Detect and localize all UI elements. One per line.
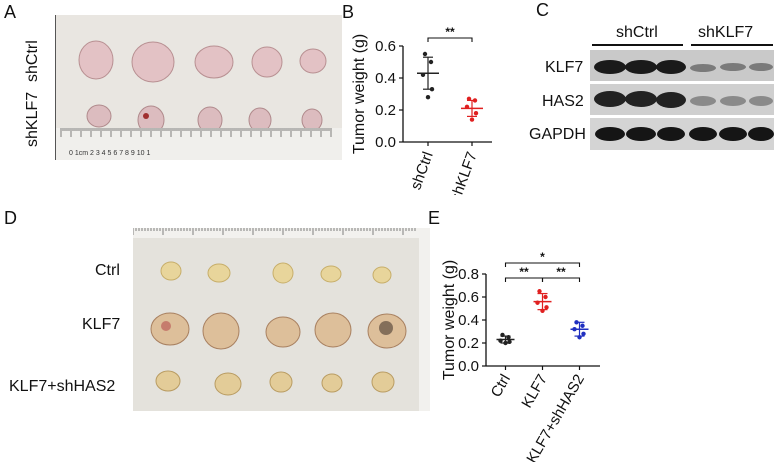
y-axis-label: Tumor weight (g) [441, 260, 458, 380]
panel-a-row-label-shctrl: shCtrl [24, 40, 41, 82]
y-tick-label: 0.4 [375, 70, 396, 87]
panel-letter-d: D [4, 208, 17, 228]
panel-d-row-label-klf7-shhas2: KLF7+shHAS2 [9, 378, 116, 395]
data-point [537, 289, 542, 294]
data-point [498, 338, 503, 343]
panel-c-band-label-has2: HAS2 [542, 93, 584, 110]
data-point [466, 96, 472, 102]
panel-letter-e: E [428, 208, 441, 228]
data-point [580, 323, 585, 328]
y-tick-label: 0.0 [375, 134, 396, 151]
data-point [473, 111, 479, 116]
data-point [428, 59, 434, 65]
data-point [540, 308, 545, 313]
data-point [574, 320, 579, 325]
data-point [472, 98, 478, 103]
x-tick-label: shKLF7 [447, 150, 481, 195]
y-tick-label: 0.6 [375, 38, 396, 55]
y-tick-label: 0.2 [375, 102, 396, 119]
panel-c-group-label-shctrl: shCtrl [616, 24, 658, 41]
data-point [506, 335, 511, 340]
x-tick-label: shCtrl [407, 150, 436, 193]
panel-a-ruler-text: 0 1cm 2 3 4 5 6 7 8 9 10 1 [69, 150, 150, 157]
panel-c-group-line-shctrl [592, 44, 683, 46]
data-point [425, 95, 431, 100]
significance-label: ** [519, 265, 529, 279]
data-point [503, 340, 508, 346]
panel-a-row-label-shklf7: shKLF7 [24, 91, 41, 147]
data-point [535, 300, 540, 305]
panel-a-tumor-photo: 0 1cm 2 3 4 5 6 7 8 9 10 1 [55, 15, 342, 160]
data-point [544, 305, 549, 310]
panel-d-tumor-photo [133, 228, 430, 411]
data-point [420, 72, 426, 77]
panel-c-group-label-shklf7: shKLF7 [698, 24, 754, 41]
y-tick-label: 0.8 [458, 266, 479, 283]
significance-label: ** [445, 25, 455, 39]
data-point [429, 87, 435, 92]
data-point [507, 339, 512, 345]
data-point [469, 117, 475, 122]
panel-letter-c: C [536, 0, 549, 20]
significance-bracket [541, 277, 581, 282]
panel-c-band-label-gapdh: GAPDH [529, 126, 586, 143]
x-tick-label: Ctrl [488, 372, 514, 401]
panel-letter-b: B [342, 2, 355, 22]
significance-label: * [540, 250, 545, 264]
panel-c-western-blot [590, 50, 774, 150]
y-axis-label: Tumor weight (g) [351, 34, 368, 154]
data-point [581, 331, 586, 336]
data-point [543, 294, 548, 300]
panel-c-group-line-shklf7 [691, 44, 773, 46]
y-tick-label: 0.4 [458, 312, 479, 329]
y-tick-label: 0.0 [458, 358, 479, 375]
panel-d-row-label-ctrl: Ctrl [95, 262, 120, 279]
data-point [577, 335, 582, 340]
x-tick-label: KLF7 [518, 372, 551, 412]
significance-label: ** [556, 265, 566, 279]
y-tick-label: 0.6 [458, 289, 479, 306]
data-point [572, 327, 577, 332]
data-point [422, 51, 428, 57]
significance-bracket [504, 262, 581, 267]
panel-letter-a: A [4, 2, 17, 22]
y-tick-label: 0.2 [458, 335, 479, 352]
panel-d-row-label-klf7: KLF7 [82, 316, 121, 333]
chart-b: 0.0 0.2 0.4 0.6 Tumor weight (g) shCtrl shKLF7… [351, 25, 492, 195]
significance-bracket [427, 37, 473, 42]
data-point [500, 332, 505, 338]
data-point [464, 104, 470, 110]
panel-c-band-label-klf7: KLF7 [545, 59, 584, 76]
